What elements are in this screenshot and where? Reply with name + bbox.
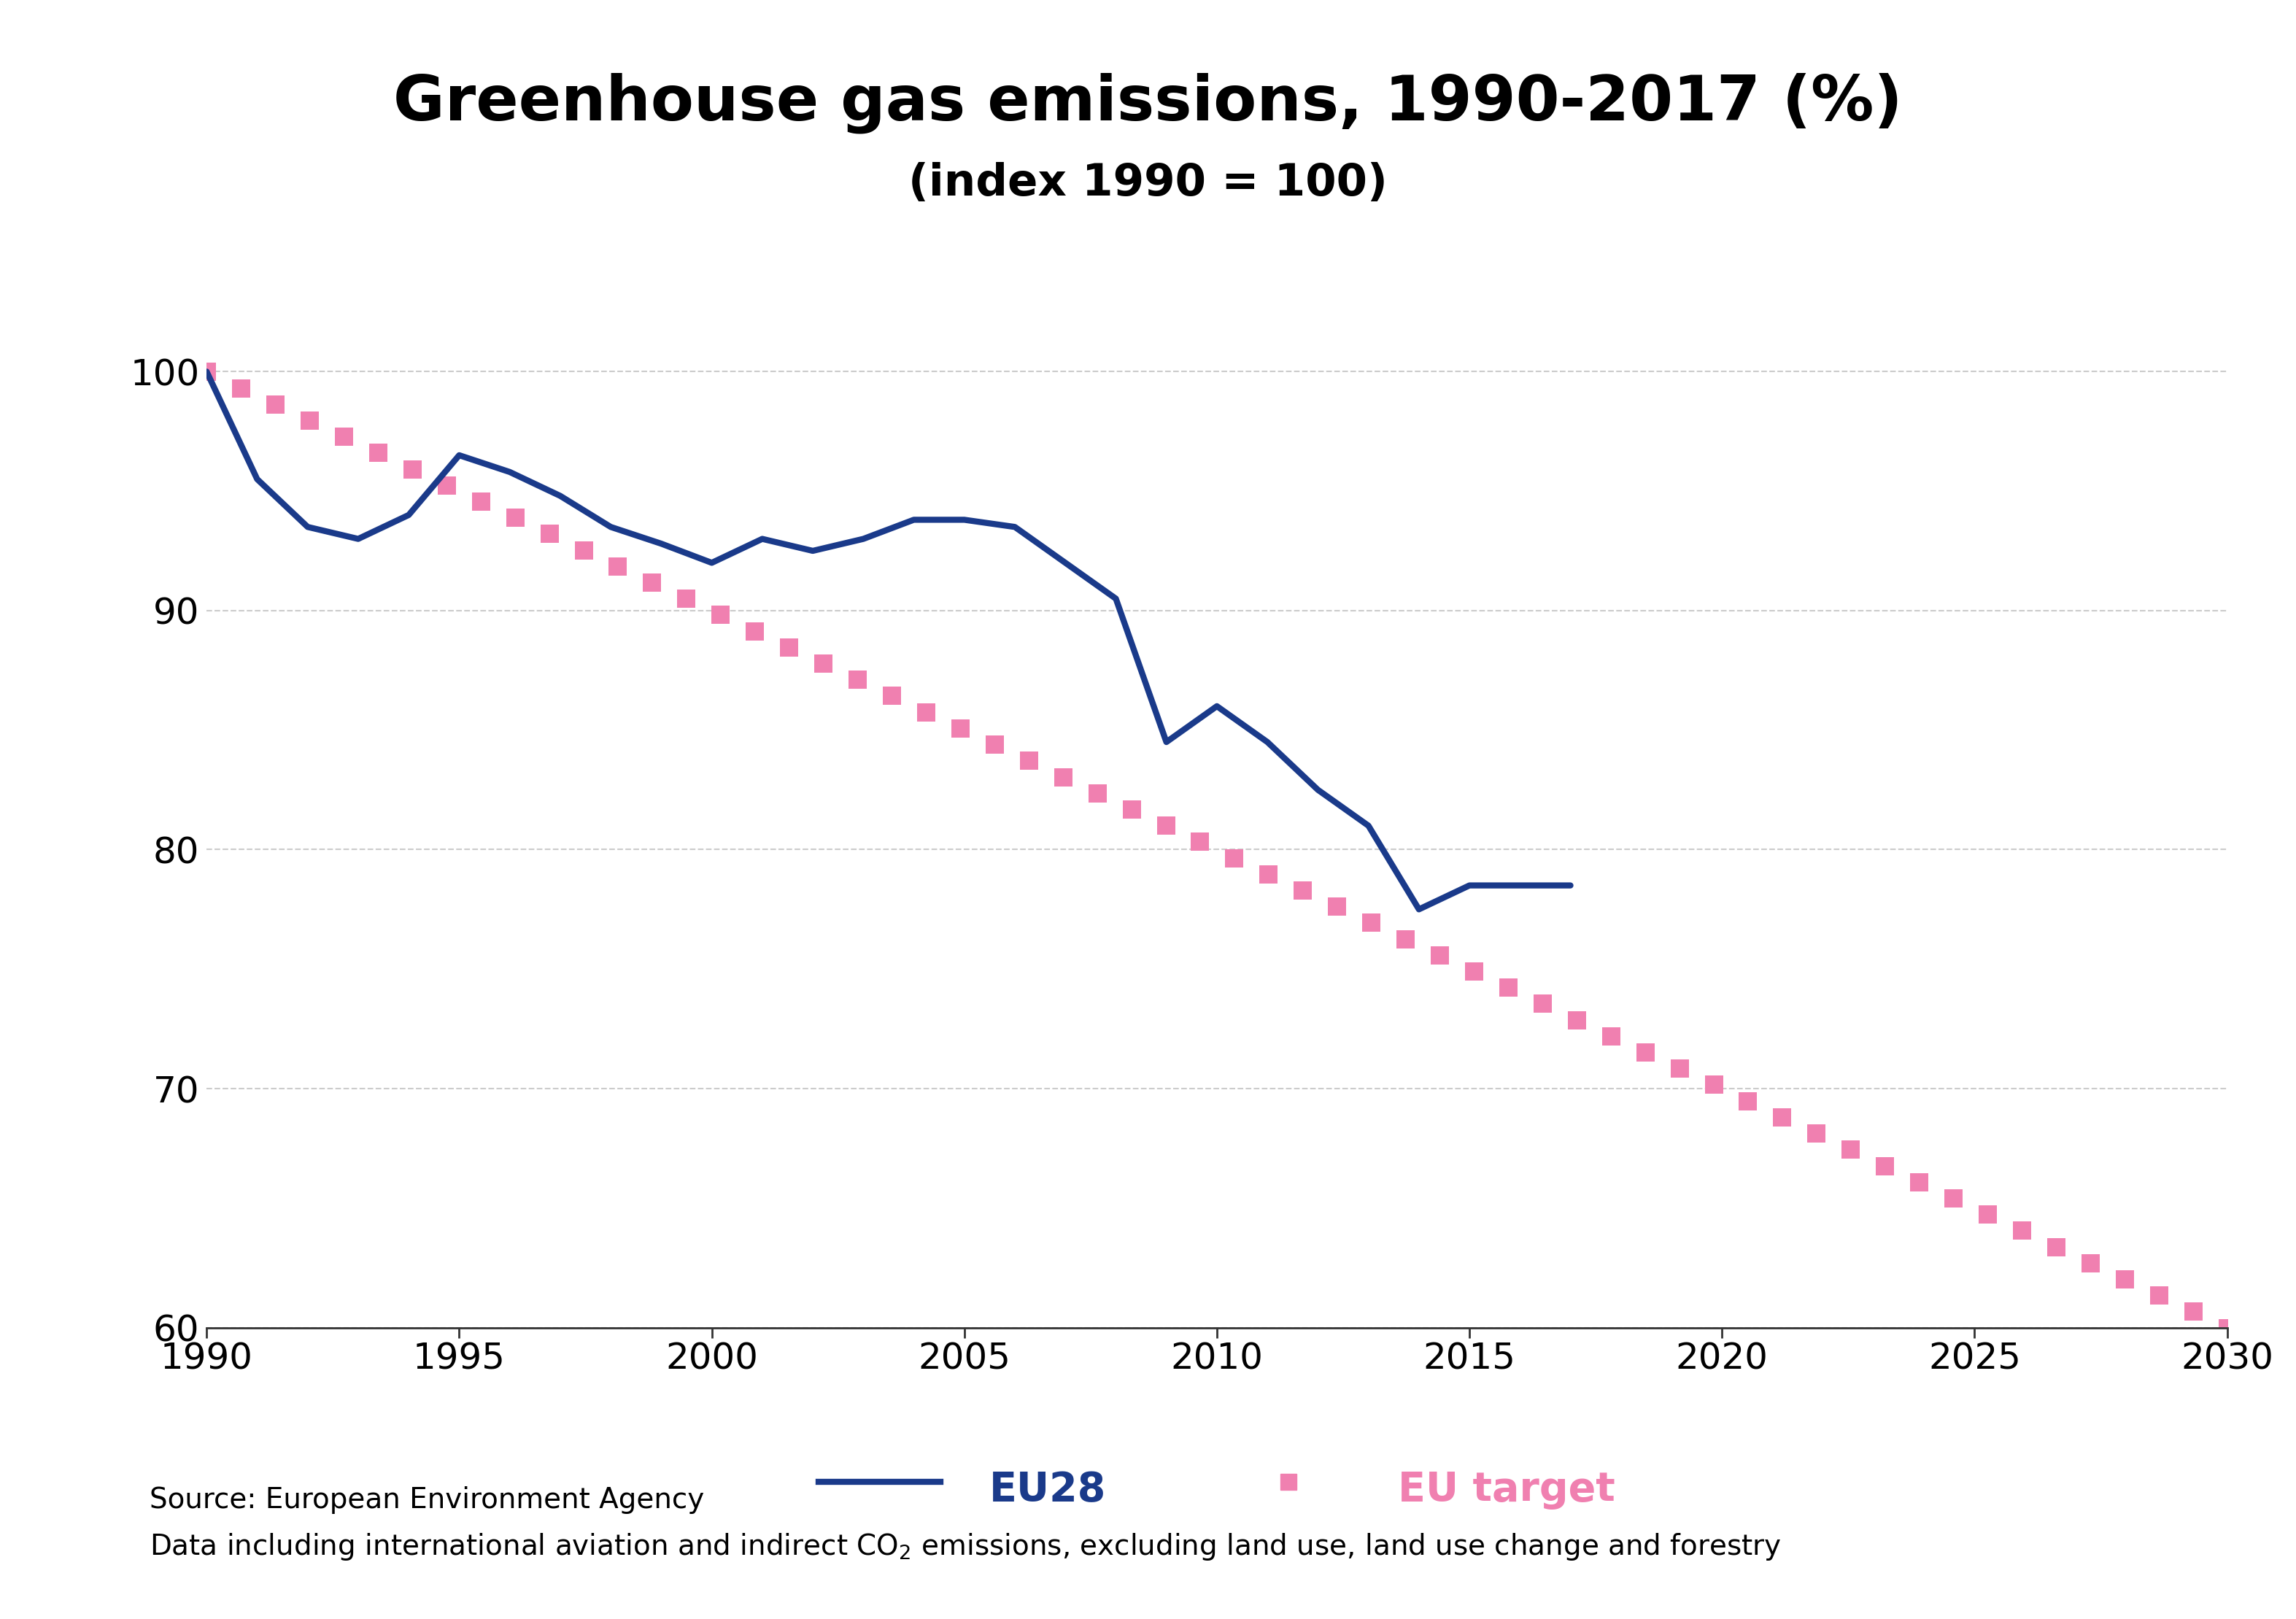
Text: Greenhouse gas emissions, 1990-2017 (%): Greenhouse gas emissions, 1990-2017 (%)	[393, 73, 1903, 134]
Text: (index 1990 = 100): (index 1990 = 100)	[909, 162, 1387, 206]
Text: Data including international aviation and indirect CO$_2$ emissions, excluding l: Data including international aviation an…	[149, 1532, 1782, 1562]
Legend: EU28, EU target: EU28, EU target	[804, 1446, 1630, 1528]
Text: Source: European Environment Agency: Source: European Environment Agency	[149, 1486, 705, 1514]
